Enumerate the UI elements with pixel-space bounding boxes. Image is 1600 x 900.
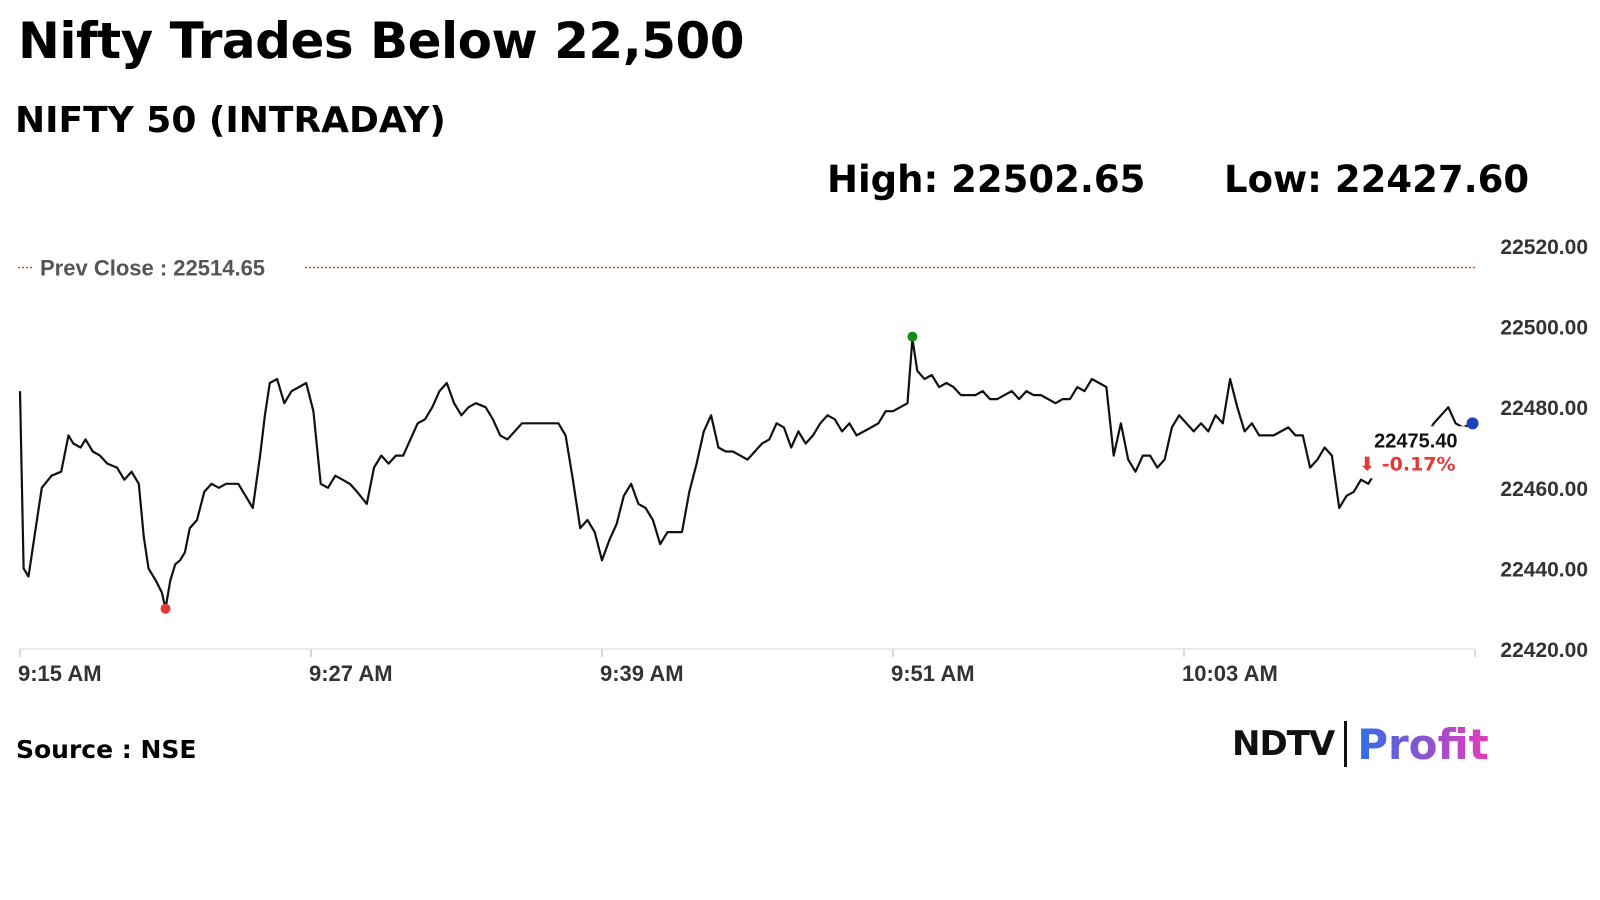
high-stat: High: 22502.65	[827, 158, 1146, 201]
prev-close-label: Prev Close : 22514.65	[40, 256, 265, 281]
headline: Nifty Trades Below 22,500	[18, 12, 745, 70]
y-tick-label: 22480.00	[1500, 397, 1588, 420]
x-tick-label: 9:15 AM	[18, 661, 102, 686]
last-price-label-bg	[1369, 426, 1466, 479]
logo-ndtv-text: NDTV	[1232, 724, 1335, 764]
day-high-marker	[907, 331, 918, 342]
intraday-line-chart: 22520.00 22500.00 22480.00 22460.00 22440.00…	[18, 236, 1588, 686]
last-price-marker	[1466, 417, 1479, 430]
y-tick-label: 22520.00	[1500, 236, 1588, 259]
price-line	[18, 337, 1474, 610]
y-tick-label: 22460.00	[1500, 478, 1588, 501]
x-tick-label: 9:39 AM	[600, 661, 684, 686]
y-tick-label: 22500.00	[1500, 317, 1588, 340]
y-tick-label: 22440.00	[1500, 558, 1588, 581]
y-tick-label: 22420.00	[1500, 639, 1588, 662]
x-tick-label: 9:27 AM	[309, 661, 393, 686]
chart-subtitle: NIFTY 50 (INTRADAY)	[15, 100, 446, 141]
logo-divider	[1344, 721, 1348, 767]
x-tick-label: 9:51 AM	[891, 661, 975, 686]
low-stat: Low: 22427.60	[1224, 158, 1530, 201]
logo-profit-text: Profit	[1357, 719, 1489, 769]
day-low-marker	[160, 603, 171, 614]
ndtv-profit-logo: NDTV Profit	[1232, 718, 1489, 770]
x-tick-label: 10:03 AM	[1182, 661, 1278, 686]
source-note: Source : NSE	[16, 735, 197, 764]
last-price-change: ⬇ -0.17%	[1359, 453, 1455, 475]
last-price-label: 22475.40	[1374, 430, 1457, 452]
